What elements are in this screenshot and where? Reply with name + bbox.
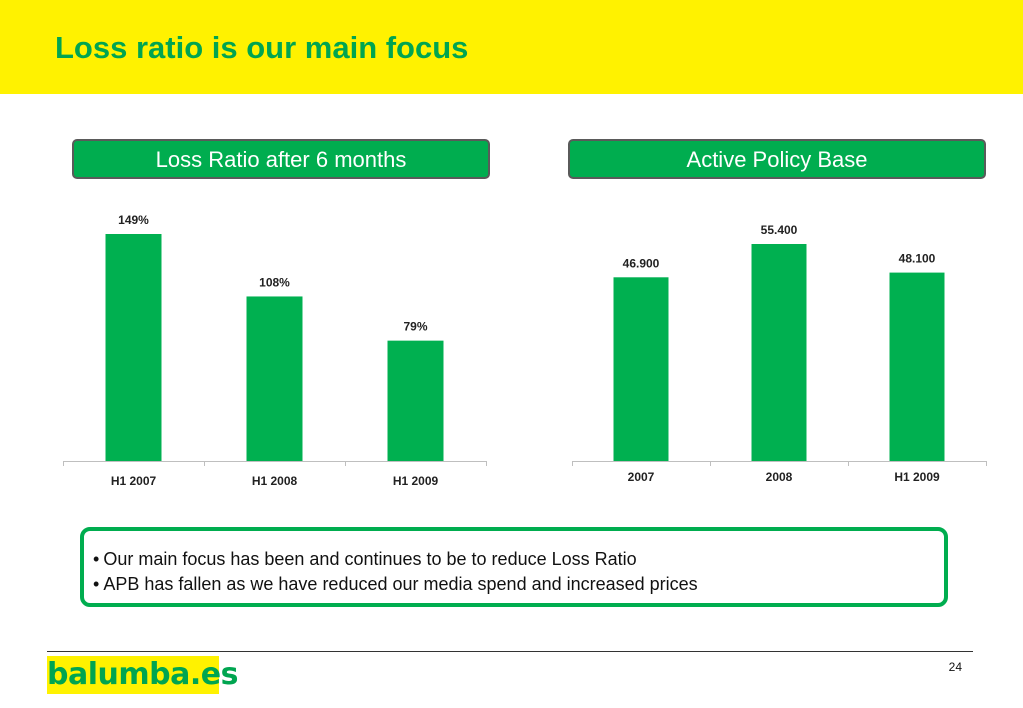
loss-ratio-value-label: 149% xyxy=(118,213,149,227)
active-policy-bar-3 xyxy=(889,272,945,461)
bullet-dot: • xyxy=(93,549,100,569)
active-policy-bar-2 xyxy=(751,244,807,461)
active-policy-category-label: 2008 xyxy=(766,470,793,484)
page-number: 24 xyxy=(948,660,962,674)
loss-ratio-value-label: 108% xyxy=(259,275,290,289)
active-policy-chart-title-text: Active Policy Base xyxy=(686,147,868,172)
active-policy-category-label: 2007 xyxy=(628,470,655,484)
loss-ratio-category-label: H1 2009 xyxy=(393,474,439,488)
bullet-text: APB has fallen as we have reduced our me… xyxy=(103,574,698,594)
loss-ratio-bar-1 xyxy=(105,234,162,461)
active-policy-value-label: 55.400 xyxy=(761,223,798,237)
summary-box: • Our main focus has been and continues t… xyxy=(80,527,948,607)
active-policy-category-label: H1 2009 xyxy=(894,470,940,484)
loss-ratio-category-label: H1 2007 xyxy=(111,474,157,488)
bullet-text: Our main focus has been and continues to… xyxy=(103,549,637,569)
page-title: Loss ratio is our main focus xyxy=(55,30,469,65)
active-policy-value-label: 46.900 xyxy=(623,256,660,270)
bullet-item: • Our main focus has been and continues t… xyxy=(93,547,944,572)
bullet-item: • APB has fallen as we have reduced our m… xyxy=(93,572,944,597)
active-policy-chart-title: Active Policy Base xyxy=(568,139,986,179)
loss-ratio-category-label: H1 2008 xyxy=(252,474,298,488)
header-band: Loss ratio is our main focus xyxy=(0,0,1023,94)
loss-ratio-bar-2 xyxy=(246,296,303,461)
active-policy-value-label: 48.100 xyxy=(899,252,936,266)
active-policy-bar-1 xyxy=(613,277,669,461)
brand-logo: balumba.es xyxy=(47,656,238,694)
loss-ratio-value-label: 79% xyxy=(403,320,427,334)
loss-ratio-chart-title-text: Loss Ratio after 6 months xyxy=(155,147,407,172)
bullet-dot: • xyxy=(93,574,100,594)
loss-ratio-bar-3 xyxy=(387,340,444,461)
loss-ratio-chart-title: Loss Ratio after 6 months xyxy=(72,139,490,179)
footer-divider xyxy=(47,651,973,652)
